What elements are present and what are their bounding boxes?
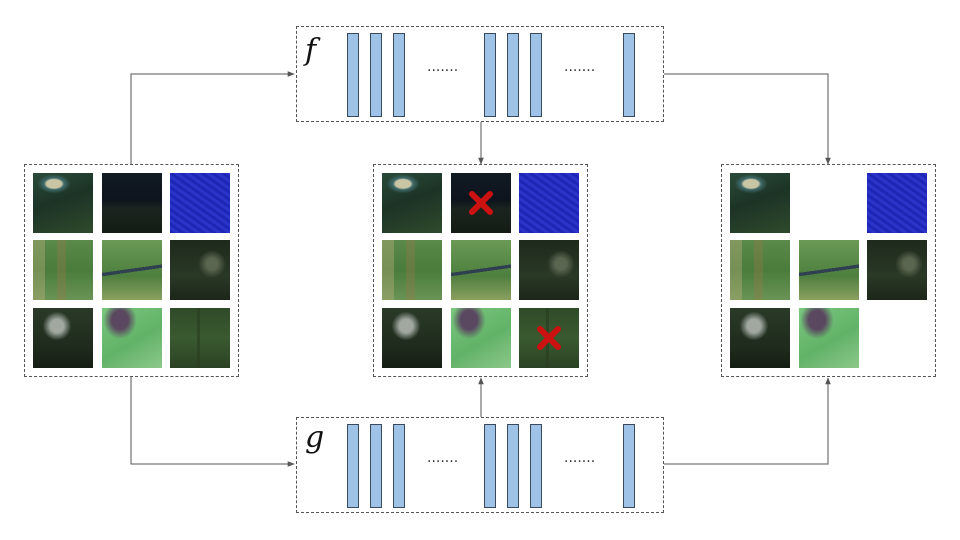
layer-bar [370, 33, 382, 117]
layer-bar [507, 33, 519, 117]
dark-vegetation-image [170, 240, 230, 300]
network-g-box: g ······· ······· [296, 417, 664, 513]
removed-x-icon [536, 325, 562, 351]
layer-ellipsis: ······· [564, 63, 595, 79]
green-fields-image [730, 240, 790, 300]
dark-urban-image [730, 308, 790, 368]
removed-x-icon [468, 190, 494, 216]
layer-bar [347, 33, 359, 117]
green-fields-image [382, 240, 442, 300]
layer-bar [530, 33, 542, 117]
network-g-label: g [305, 420, 324, 455]
layer-ellipsis: ······· [427, 63, 458, 79]
network-f-box: f ······· ······· [296, 26, 664, 122]
blue-water-image [519, 173, 579, 233]
layer-bar [393, 33, 405, 117]
blue-water-image [170, 173, 230, 233]
dark-vegetation-image [519, 240, 579, 300]
layer-bar [484, 424, 496, 508]
arrow-f-to-output [664, 74, 828, 164]
layer-bar [393, 424, 405, 508]
layer-ellipsis: ······· [427, 454, 458, 470]
layer-ellipsis: ······· [564, 454, 595, 470]
output-image-grid [721, 164, 936, 377]
light-green-image [799, 308, 859, 368]
river-fields-image [451, 240, 511, 300]
filtered-image-grid [373, 164, 588, 377]
forest-image [170, 308, 230, 368]
layer-bar [347, 424, 359, 508]
arrow-g-to-output [664, 378, 828, 464]
layer-bar [370, 424, 382, 508]
river-fields-image [102, 240, 162, 300]
layer-bar [623, 33, 635, 117]
coastline-image [382, 173, 442, 233]
dark-vegetation-image [867, 240, 927, 300]
layer-bar [507, 424, 519, 508]
river-fields-image [799, 240, 859, 300]
arrow-input-to-f [131, 74, 294, 165]
layer-bar [484, 33, 496, 117]
arrow-input-to-g [131, 377, 294, 464]
green-fields-image [33, 240, 93, 300]
light-green-image [102, 308, 162, 368]
input-image-grid [24, 164, 239, 377]
layer-bar [623, 424, 635, 508]
layer-bar [530, 424, 542, 508]
dark-urban-image [382, 308, 442, 368]
dark-sea-image [102, 173, 162, 233]
blue-water-image [867, 173, 927, 233]
light-green-image [451, 308, 511, 368]
dark-urban-image [33, 308, 93, 368]
coastline-image [730, 173, 790, 233]
coastline-image [33, 173, 93, 233]
network-f-label: f [305, 33, 316, 68]
